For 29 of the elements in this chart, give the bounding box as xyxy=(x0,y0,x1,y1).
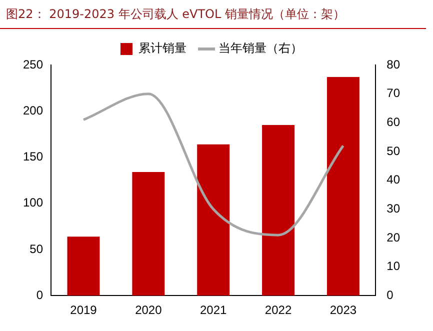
bar xyxy=(326,76,360,296)
y-tick-label: 50 xyxy=(30,242,44,256)
x-tick-label: 2020 xyxy=(135,303,162,318)
x-tick-label: 2022 xyxy=(264,303,292,318)
y2-tick-label: 60 xyxy=(386,114,400,129)
legend-label: 累计销量 xyxy=(138,41,186,56)
x-tick-label: 2019 xyxy=(70,303,98,318)
bar xyxy=(132,172,165,296)
y-tick-label: 250 xyxy=(22,57,44,72)
y-tick-label: 200 xyxy=(22,103,44,118)
y2-tick-label: 20 xyxy=(386,230,400,244)
bar xyxy=(67,236,100,296)
x-tick-label: 2021 xyxy=(200,303,228,318)
y2-tick-label: 10 xyxy=(386,259,400,274)
y-tick-label: 150 xyxy=(22,150,44,164)
y2-tick-label: 30 xyxy=(386,201,400,216)
y2-tick-label: 50 xyxy=(386,144,400,158)
chart-title: 图22： 2019-2023 年公司载人 eVTOL 销量情况（单位：架） xyxy=(0,0,426,29)
legend-label: 当年销量（右） xyxy=(218,41,302,56)
y2-tick-label: 40 xyxy=(386,172,400,187)
bar xyxy=(197,144,230,296)
y2-tick-label: 80 xyxy=(386,57,400,72)
line-series xyxy=(82,92,344,236)
x-tick-label: 2023 xyxy=(330,303,357,318)
y2-tick-label: 70 xyxy=(386,86,400,100)
y-tick-label: 0 xyxy=(36,288,44,302)
bar xyxy=(262,124,294,296)
y-tick-label: 100 xyxy=(22,196,44,210)
y2-tick-label: 0 xyxy=(386,288,394,302)
